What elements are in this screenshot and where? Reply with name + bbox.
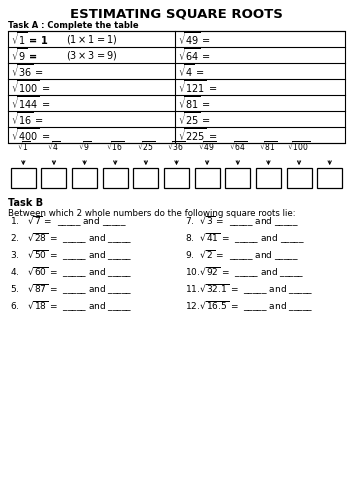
- Text: 4.   $\sqrt{60}$ =  _____ and _____: 4. $\sqrt{60}$ = _____ and _____: [10, 266, 132, 280]
- Text: $\sqrt{9}$ =: $\sqrt{9}$ =: [11, 46, 38, 64]
- Text: Between which 2 whole numbers do the following square roots lie:: Between which 2 whole numbers do the fol…: [8, 209, 295, 218]
- Bar: [41, 168, 66, 188]
- Text: $\sqrt{64}$: $\sqrt{64}$: [229, 140, 247, 153]
- Bar: [11, 168, 36, 188]
- Text: $\sqrt{49}$ =: $\sqrt{49}$ =: [178, 30, 211, 48]
- Text: $\sqrt{225}$ =: $\sqrt{225}$ =: [178, 126, 217, 144]
- Text: $\sqrt{100}$ =: $\sqrt{100}$ =: [11, 78, 50, 96]
- Text: $(3 \times 3 = 9)$: $(3 \times 3 = 9)$: [66, 48, 117, 62]
- Bar: [164, 168, 189, 188]
- Text: 10.$\sqrt{92}$ =  _____ and _____: 10.$\sqrt{92}$ = _____ and _____: [185, 266, 305, 280]
- Bar: [256, 168, 281, 188]
- Text: $(1 \times 1 = 1)$: $(1 \times 1 = 1)$: [66, 32, 117, 46]
- Text: $\sqrt{1}$: $\sqrt{1}$: [17, 140, 30, 153]
- Bar: [72, 168, 97, 188]
- Text: $\sqrt{4}$ =: $\sqrt{4}$ =: [178, 62, 205, 80]
- Text: $\sqrt{36}$ =: $\sqrt{36}$ =: [11, 62, 44, 80]
- Text: $\sqrt{16}$: $\sqrt{16}$: [106, 140, 124, 153]
- Text: Task A : Complete the table: Task A : Complete the table: [8, 22, 139, 30]
- Text: 1.   $\sqrt{7}$ =  _____ and _____: 1. $\sqrt{7}$ = _____ and _____: [10, 215, 127, 229]
- Text: $\sqrt{25}$ =: $\sqrt{25}$ =: [178, 110, 211, 128]
- Text: 6.   $\sqrt{18}$ =  _____ and _____: 6. $\sqrt{18}$ = _____ and _____: [10, 300, 132, 314]
- Text: $\sqrt{121}$ =: $\sqrt{121}$ =: [178, 78, 217, 96]
- Text: 7.  $\sqrt{3}$ =  _____ and _____: 7. $\sqrt{3}$ = _____ and _____: [185, 215, 299, 229]
- Bar: [133, 168, 158, 188]
- Text: $\sqrt{16}$ =: $\sqrt{16}$ =: [11, 110, 44, 128]
- Text: $\sqrt{4}$: $\sqrt{4}$: [47, 140, 61, 153]
- Bar: [317, 168, 342, 188]
- Text: 12.$\sqrt{16.5}$ =  _____ and _____: 12.$\sqrt{16.5}$ = _____ and _____: [185, 300, 313, 314]
- Text: $\sqrt{49}$: $\sqrt{49}$: [198, 140, 216, 153]
- Text: $\sqrt{1}$ = 1: $\sqrt{1}$ = 1: [11, 30, 49, 48]
- Text: ESTIMATING SQUARE ROOTS: ESTIMATING SQUARE ROOTS: [70, 8, 282, 20]
- Text: 9.  $\sqrt{2}$ =  _____ and _____: 9. $\sqrt{2}$ = _____ and _____: [185, 249, 299, 263]
- Text: 2.   $\sqrt{28}$ =  _____ and _____: 2. $\sqrt{28}$ = _____ and _____: [10, 232, 132, 246]
- Bar: [287, 168, 312, 188]
- Bar: [195, 168, 220, 188]
- Text: $\sqrt{25}$: $\sqrt{25}$: [137, 140, 155, 153]
- Text: $\sqrt{36}$: $\sqrt{36}$: [167, 140, 186, 153]
- Text: $\sqrt{400}$ =: $\sqrt{400}$ =: [11, 126, 50, 144]
- Text: 8.  $\sqrt{41}$ =  _____ and _____: 8. $\sqrt{41}$ = _____ and _____: [185, 232, 305, 246]
- Text: 11.$\sqrt{32.1}$ =  _____ and _____: 11.$\sqrt{32.1}$ = _____ and _____: [185, 283, 313, 297]
- Bar: [8, 31, 345, 143]
- Text: $\sqrt{64}$ =: $\sqrt{64}$ =: [178, 46, 211, 64]
- Text: $\sqrt{81}$ =: $\sqrt{81}$ =: [178, 94, 211, 112]
- Text: 5.   $\sqrt{87}$ =  _____ and _____: 5. $\sqrt{87}$ = _____ and _____: [10, 283, 132, 297]
- Text: $\sqrt{100}$: $\sqrt{100}$: [287, 140, 311, 153]
- Text: Task B: Task B: [8, 198, 43, 208]
- Text: $\sqrt{81}$: $\sqrt{81}$: [259, 140, 277, 153]
- Text: $\sqrt{144}$ =: $\sqrt{144}$ =: [11, 94, 50, 112]
- Bar: [225, 168, 250, 188]
- Bar: [103, 168, 128, 188]
- Text: 3.   $\sqrt{50}$ =  _____ and _____: 3. $\sqrt{50}$ = _____ and _____: [10, 249, 132, 263]
- Text: $\sqrt{9}$: $\sqrt{9}$: [78, 140, 91, 153]
